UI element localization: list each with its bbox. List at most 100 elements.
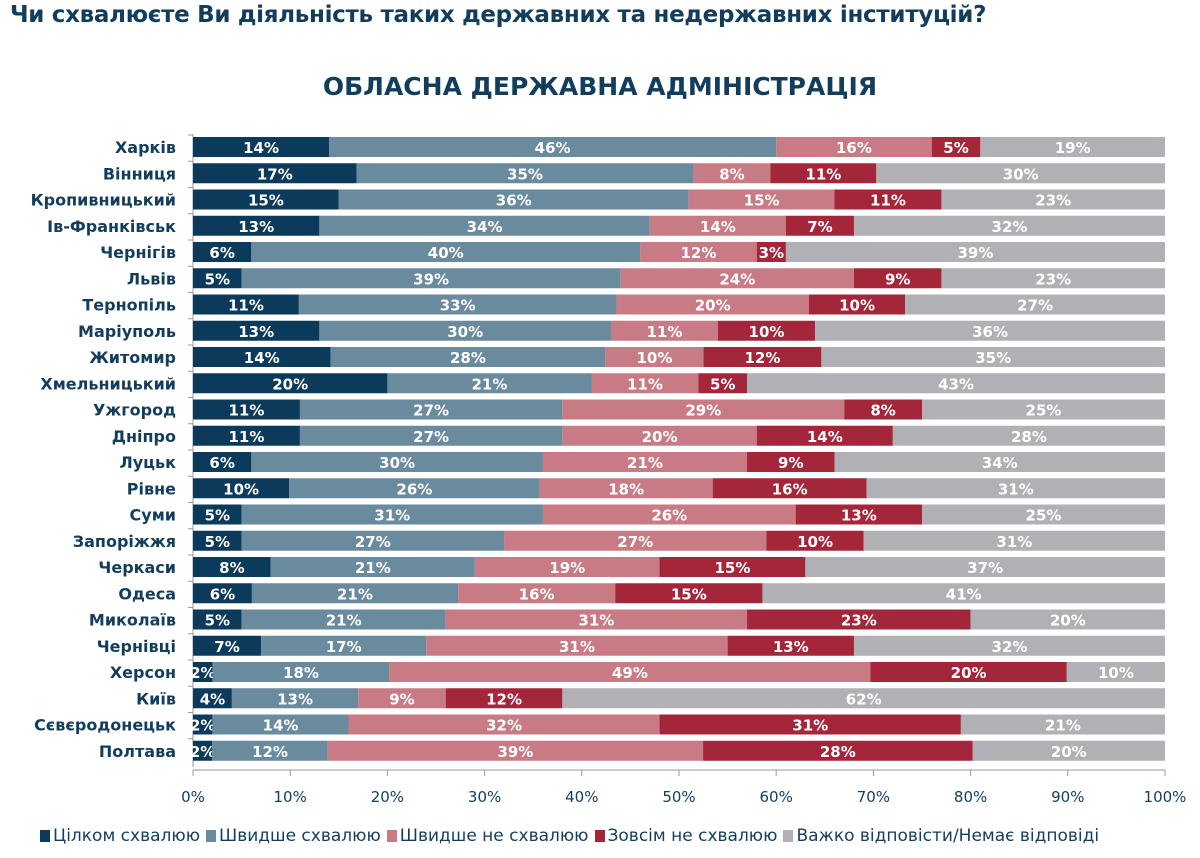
bar-segment [193,242,252,262]
data-label: 21% [1045,717,1081,735]
legend-swatch [386,830,397,842]
data-label: 26% [651,507,687,525]
data-label: 16% [836,139,872,157]
legend-item: Цілком схвалюю [40,826,200,846]
bar-segment [747,609,971,630]
bar-segment [615,583,763,604]
bar-segment [299,425,563,446]
legend: Цілком схвалюю Швидше схвалюю Швидше не сх… [40,826,1099,846]
x-tick-label: 100% [1144,788,1187,806]
data-label: 10% [223,480,259,498]
bar-segment [853,268,942,289]
bar-segment [795,504,922,525]
bar-segment [620,268,854,289]
data-label: 2% [190,743,215,761]
data-label: 16% [519,585,555,603]
bar-segment [712,478,867,499]
data-label: 11% [627,375,663,393]
data-label: 5% [205,270,230,288]
question-heading: Чи схвалюєте Ви діяльність таких державн… [10,2,987,28]
data-label: 23% [1035,192,1071,210]
data-label: 29% [685,402,721,420]
data-label: 13% [238,323,274,341]
data-label: 34% [467,218,503,236]
category-label: Київ [136,689,176,708]
data-label: 43% [938,375,974,393]
data-label: 15% [715,559,751,577]
bar-segment [193,189,339,210]
bar-segment [542,504,796,525]
legend-swatch [783,830,794,842]
data-label: 6% [210,585,235,603]
bar-segment [193,740,213,761]
bar-segment [980,137,1165,157]
category-label: Хмельницький [40,374,176,393]
data-label: 21% [472,375,508,393]
category-label: Полтава [99,742,176,761]
data-label: 30% [447,323,483,341]
data-label: 21% [355,559,391,577]
chart-title: ОБЛАСНА ДЕРЖАВНА АДМІНІСТРАЦІЯ [322,72,878,101]
bar-segment [562,399,845,420]
category-label: Чернігів [100,243,176,262]
x-tick-label: 40% [565,788,598,806]
data-label: 2% [190,664,215,682]
x-tick-label: 60% [760,788,793,806]
data-label: 2% [190,717,215,735]
data-label: 62% [846,690,882,708]
data-label: 32% [992,638,1028,656]
bar-segment [193,609,242,630]
data-label: 14% [700,218,736,236]
data-label: 11% [805,165,841,183]
category-label: Чернівці [97,637,176,656]
bar-segment [727,635,854,656]
data-label: 15% [744,192,780,210]
bar-segment [785,242,1165,262]
data-label: 31% [374,507,410,525]
bar-segment [319,215,650,236]
data-label: 7% [807,218,832,236]
bar-segment [193,373,388,394]
data-label: 33% [440,297,476,315]
data-label: 11% [646,323,682,341]
bar-segment [659,557,806,577]
bar-segment [445,688,563,709]
data-label: 35% [975,349,1011,367]
bar-segment [870,662,1067,682]
data-label: 11% [228,297,264,315]
data-label: 20% [642,428,678,446]
category-label: Харків [115,138,176,157]
data-label: 23% [841,612,877,630]
data-label: 12% [745,349,781,367]
category-label: Маріуполь [78,322,176,341]
legend-swatch [206,830,217,842]
data-label: 15% [248,192,284,210]
legend-label: Швидше не схвалюю [399,826,589,846]
bar-segment [922,504,1165,525]
bar-segment [329,137,777,157]
bar-segment [356,163,694,184]
bar-segment [241,609,446,630]
bar-segment [270,557,475,577]
data-label: 21% [627,454,663,472]
data-label: 11% [229,402,265,420]
data-label: 5% [710,375,735,393]
legend-item: Важко відповісти/Немає відповіді [783,826,1099,846]
data-label: 27% [1017,297,1053,315]
data-label: 13% [773,638,809,656]
category-label: Черкаси [98,558,176,577]
x-tick-label: 90% [1051,788,1084,806]
category-label: Вінниця [103,164,176,183]
bar-segment [458,583,616,604]
bar-segment [193,347,331,367]
data-label: 8% [719,165,744,183]
data-label: 12% [680,244,716,262]
data-label: 13% [277,690,313,708]
bar-segment [327,740,704,761]
category-label: Тернопіль [82,296,176,315]
bar-segment [649,215,786,236]
category-label: Луцьк [119,453,176,472]
data-label: 4% [200,690,225,708]
legend-swatch [594,830,605,842]
data-label: 21% [337,585,373,603]
